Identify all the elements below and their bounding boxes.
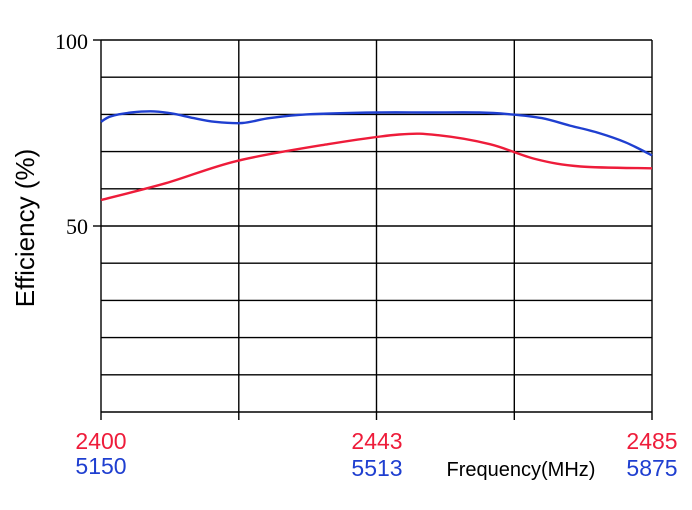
grid	[93, 39, 653, 420]
x-tick-5150: 5150	[75, 453, 126, 479]
x-tick-5513: 5513	[351, 455, 402, 481]
series-line-blue	[100, 110, 653, 157]
series-line-red	[100, 132, 653, 202]
x-axis-title: Frequency(MHz)	[447, 459, 596, 481]
x-tick-2443: 2443	[351, 428, 402, 454]
y-tick-label-100: 100	[55, 29, 88, 54]
series-group	[100, 110, 653, 202]
x-tick-2400: 2400	[75, 428, 126, 454]
x-tick-2485: 2485	[626, 428, 677, 454]
axes: 100 50 Efficiency (%) 2400 2443 2485 515…	[10, 29, 678, 481]
y-tick-label-50: 50	[66, 214, 88, 239]
y-axis-title: Efficiency (%)	[10, 149, 40, 307]
x-tick-5875: 5875	[626, 455, 677, 481]
